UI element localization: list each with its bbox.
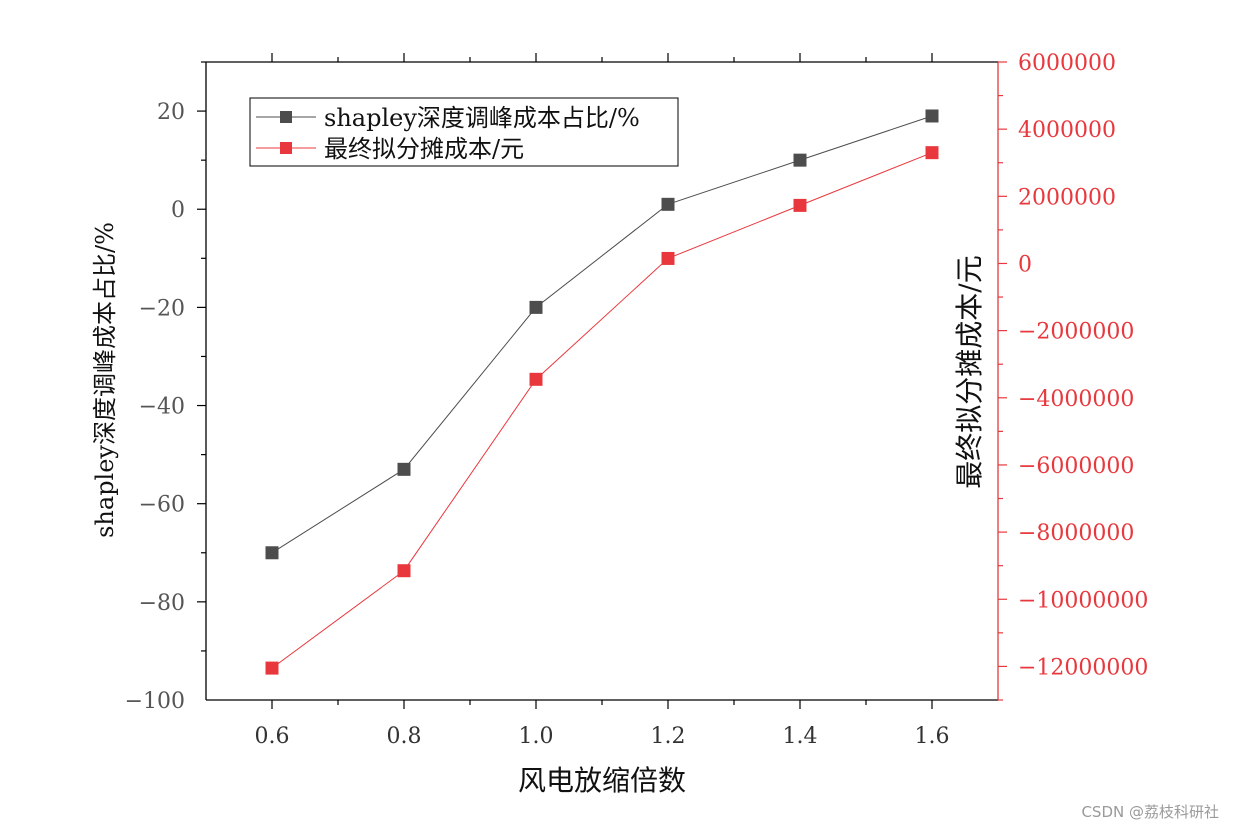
right-tick-label: 0 xyxy=(1018,252,1032,277)
x-tick-label: 1.0 xyxy=(519,724,554,749)
series-2-point xyxy=(661,251,675,265)
right-tick-label: −2000000 xyxy=(1018,320,1134,345)
x-axis-ticks: 0.6 0.8 1.0 1.2 1.4 1.6 xyxy=(255,53,950,749)
right-axis-ticks: 6000000 4000000 2000000 0 −2000000 −4000000 −6… xyxy=(998,51,1148,701)
legend-label-series-1: shapley深度调峰成本占比/% xyxy=(324,104,640,132)
legend: shapley深度调峰成本占比/% 最终拟分摊成本/元 xyxy=(249,97,679,167)
series-1-point xyxy=(793,153,807,167)
left-tick-label: 0 xyxy=(171,198,185,223)
left-tick-label: −40 xyxy=(139,395,185,420)
right-tick-label: −10000000 xyxy=(1018,588,1148,613)
series-2-point xyxy=(925,146,939,160)
legend-marker-series-2 xyxy=(280,142,292,154)
right-tick-label: −6000000 xyxy=(1018,454,1134,479)
legend-box xyxy=(249,97,679,167)
series-1-point xyxy=(397,462,411,476)
x-tick-label: 1.2 xyxy=(651,724,686,749)
series-1-point xyxy=(529,300,543,314)
left-axis-label: shapley深度调峰成本占比/% xyxy=(91,222,119,538)
x-tick-label: 1.6 xyxy=(915,724,950,749)
left-tick-label: −60 xyxy=(139,493,185,518)
left-axis-ticks: 20 0 −20 −40 −60 −80 −100 xyxy=(125,61,206,714)
x-tick-label: 0.6 xyxy=(255,724,290,749)
series-line-2 xyxy=(271,152,933,669)
legend-marker-series-1 xyxy=(280,111,292,123)
series-2-point xyxy=(397,564,411,578)
series-1-point xyxy=(925,109,939,123)
series-1-point xyxy=(265,546,279,560)
series-2-point xyxy=(529,372,543,386)
legend-label-series-2: 最终拟分摊成本/元 xyxy=(324,135,524,163)
watermark: CSDN @荔枝科研社 xyxy=(1081,803,1219,821)
series-1-point xyxy=(661,197,675,211)
right-tick-label: 2000000 xyxy=(1018,185,1116,210)
series-layer xyxy=(265,109,939,675)
series-2-point xyxy=(265,661,279,675)
right-tick-label: −12000000 xyxy=(1018,655,1148,680)
left-tick-label: −80 xyxy=(139,591,185,616)
x-tick-label: 0.8 xyxy=(387,724,422,749)
series-2-point xyxy=(793,198,807,212)
left-tick-label: 20 xyxy=(157,100,185,125)
right-tick-label: −4000000 xyxy=(1018,387,1134,412)
right-axis-label: 最终拟分摊成本/元 xyxy=(953,255,986,488)
left-tick-label: −100 xyxy=(125,689,185,714)
right-tick-label: 4000000 xyxy=(1018,118,1116,143)
series-line-1 xyxy=(271,115,933,554)
x-axis-label: 风电放缩倍数 xyxy=(518,764,686,797)
right-tick-label: 6000000 xyxy=(1018,51,1116,76)
left-tick-label: −20 xyxy=(139,296,185,321)
right-tick-label: −8000000 xyxy=(1018,521,1134,546)
x-tick-label: 1.4 xyxy=(783,724,818,749)
